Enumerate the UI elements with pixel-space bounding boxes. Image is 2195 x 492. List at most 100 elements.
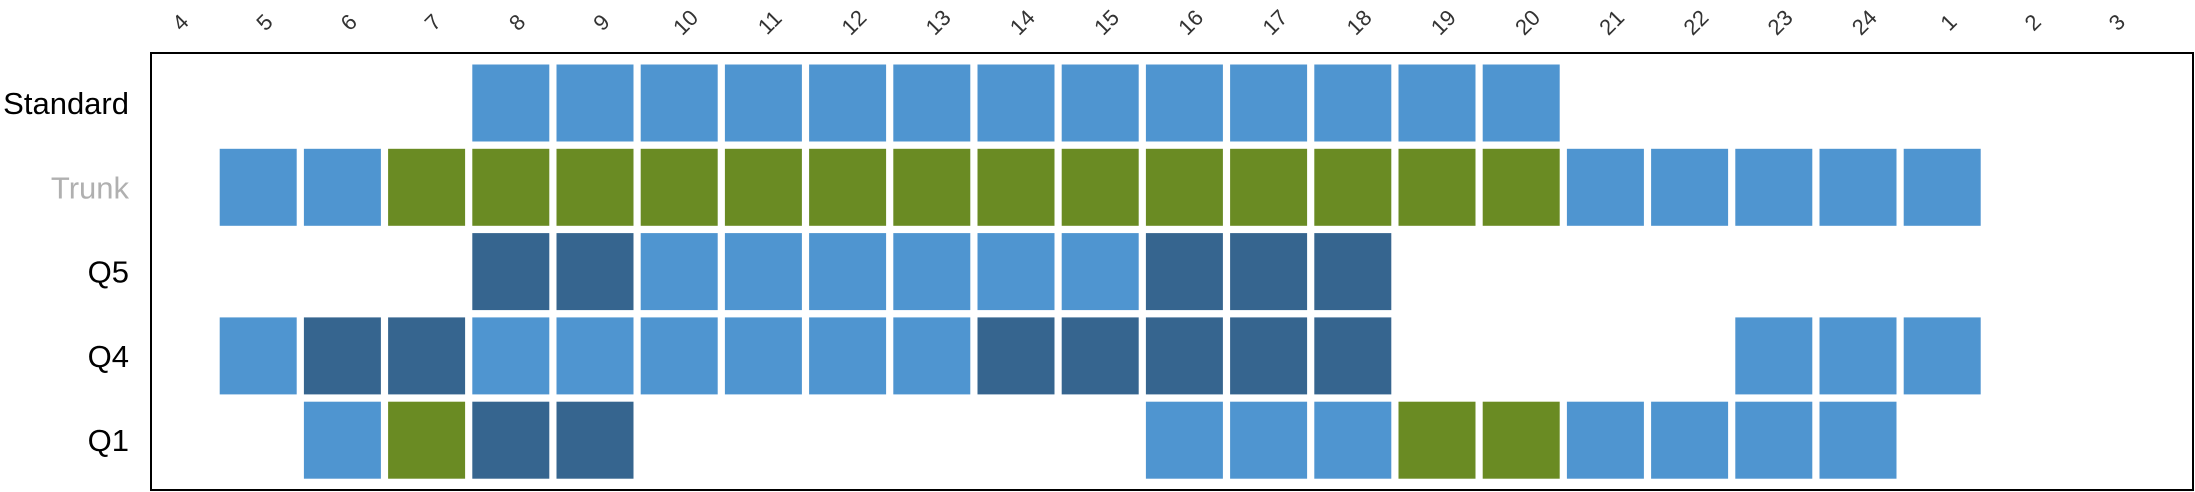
heatmap-cell (893, 317, 971, 395)
column-label: 22 (1678, 5, 1713, 40)
heatmap-cell (1230, 401, 1308, 479)
heatmap-cell (724, 148, 802, 226)
row-labels: Standard Trunk Q5 Q4 Q1 (3, 86, 129, 458)
row-label: Trunk (51, 170, 130, 205)
heatmap-cell (1903, 317, 1981, 395)
column-label: 8 (504, 9, 530, 35)
heatmap-cell (388, 148, 466, 226)
heatmap-cell (1314, 64, 1392, 142)
heatmap-cell (1819, 148, 1897, 226)
row-label: Q1 (88, 423, 129, 458)
heatmap-cell (977, 233, 1055, 311)
heatmap-cell (1398, 401, 1476, 479)
heatmap-cell (388, 317, 466, 395)
heatmap-cell (977, 64, 1055, 142)
heatmap-cell (724, 317, 802, 395)
heatmap-cell (724, 64, 802, 142)
row-label: Q5 (88, 255, 129, 290)
heatmap-cell (809, 317, 887, 395)
heatmap-cell (1651, 401, 1729, 479)
heatmap-cell (640, 64, 718, 142)
heatmap-cell (1314, 148, 1392, 226)
column-label: 24 (1847, 5, 1882, 40)
column-label: 11 (753, 5, 787, 39)
heatmap-cell (640, 233, 718, 311)
heatmap-cell (1145, 64, 1223, 142)
heatmap-cell (809, 64, 887, 142)
heatmap-cell (1735, 148, 1813, 226)
heatmap-cell (472, 401, 550, 479)
heatmap-cell (1566, 401, 1644, 479)
heatmap-cell (1061, 233, 1139, 311)
column-label: 1 (1935, 9, 1961, 35)
column-label: 5 (251, 9, 277, 35)
column-label: 15 (1089, 5, 1124, 40)
heatmap-cell (1482, 64, 1560, 142)
column-label: 4 (167, 9, 193, 35)
heatmap-cell (1398, 64, 1476, 142)
heatmap-cell (1819, 401, 1897, 479)
heatmap-cell (1061, 148, 1139, 226)
heatmap-cell (893, 233, 971, 311)
heatmap-cell (1314, 233, 1392, 311)
heatmap-cell (556, 401, 634, 479)
heatmap-cell (1566, 148, 1644, 226)
column-label: 13 (921, 5, 956, 40)
heatmap-cell (724, 233, 802, 311)
heatmap-cell (1145, 401, 1223, 479)
heatmap-cell (1230, 317, 1308, 395)
heatmap-cell (1145, 317, 1223, 395)
heatmap-cell (556, 233, 634, 311)
heatmap-cell (977, 317, 1055, 395)
heatmap-cell (1735, 317, 1813, 395)
heatmap-cell (472, 148, 550, 226)
heatmap-cell (472, 64, 550, 142)
heatmap-cell (1398, 148, 1476, 226)
heatmap-cell (388, 401, 466, 479)
heatmap-cell (1061, 64, 1139, 142)
heatmap-cell (303, 401, 381, 479)
heatmap-cell (1735, 401, 1813, 479)
heatmap-cell (893, 64, 971, 142)
heatmap-cell (809, 233, 887, 311)
heatmap-cell (1482, 148, 1560, 226)
heatmap-cell (219, 148, 297, 226)
heatmap-cell (1314, 317, 1392, 395)
heatmap-cell (1145, 233, 1223, 311)
heatmap-cell (1230, 148, 1308, 226)
heatmap-cell (219, 317, 297, 395)
column-label: 2 (2020, 9, 2046, 35)
column-label: 21 (1594, 5, 1629, 40)
heatmap-cell (472, 317, 550, 395)
heatmap-cell (1145, 148, 1223, 226)
heatmap-cell (556, 64, 634, 142)
heatmap-cell (1230, 64, 1308, 142)
heatmap-cell (1482, 401, 1560, 479)
column-labels: 4 5 6 7 8 9 10 11 12 13 14 15 16 17 18 19 20 21 22 23 24 1 2 3 (167, 5, 2130, 40)
column-label: 7 (420, 9, 446, 35)
heatmap-cell (556, 317, 634, 395)
heatmap-cell (472, 233, 550, 311)
heatmap-cell (303, 317, 381, 395)
column-label: 3 (2104, 9, 2130, 35)
heatmap-cell (809, 148, 887, 226)
column-label: 6 (336, 9, 362, 35)
column-label: 17 (1257, 5, 1292, 40)
row-label: Standard (3, 86, 129, 121)
heatmap-cell (893, 148, 971, 226)
heatmap-cells (219, 64, 1981, 479)
column-label: 20 (1510, 5, 1545, 40)
column-label: 23 (1763, 5, 1798, 40)
column-label: 19 (1426, 5, 1461, 40)
heatmap-cell (1903, 148, 1981, 226)
heatmap-cell (1314, 401, 1392, 479)
heatmap-cell (640, 317, 718, 395)
column-label: 16 (1173, 5, 1208, 40)
heatmap-cell (1230, 233, 1308, 311)
column-label: 12 (836, 5, 871, 40)
row-label: Q4 (88, 339, 129, 374)
column-label: 14 (1005, 5, 1040, 40)
heatmap-cell (1651, 148, 1729, 226)
column-label: 18 (1342, 5, 1377, 40)
